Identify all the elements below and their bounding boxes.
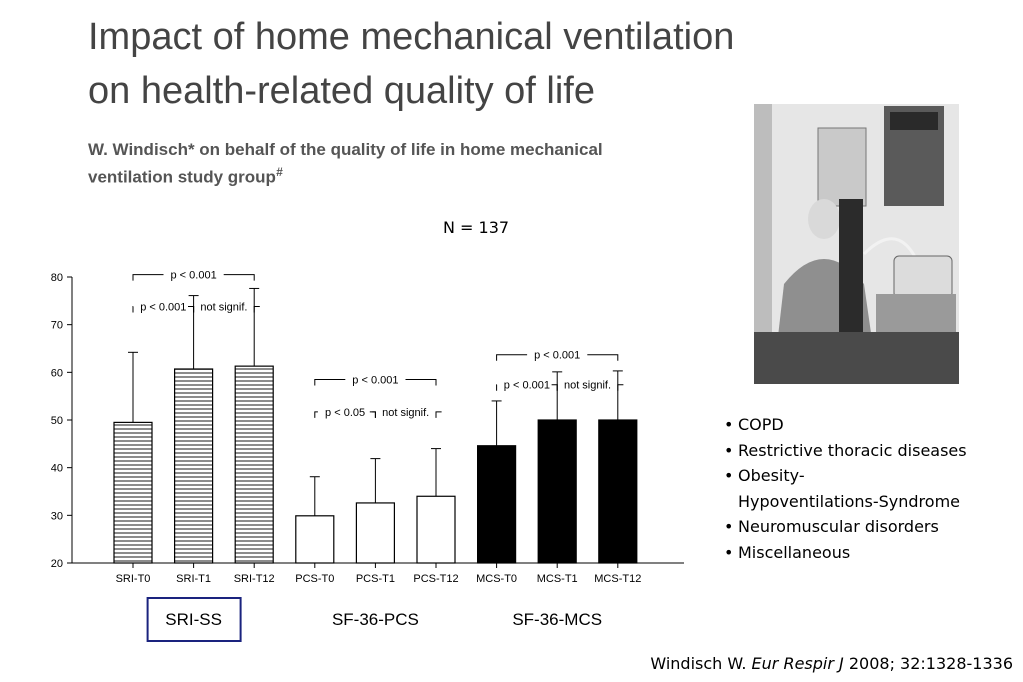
x-tick-label: PCS-T1 [356, 573, 395, 585]
title-line-2: on health-related quality of life [88, 70, 595, 112]
x-tick-label: PCS-T0 [295, 573, 334, 585]
bar [355, 502, 395, 564]
authors-line-1: W. Windisch* on behalf of the quality of… [88, 140, 603, 159]
list-item: COPD [724, 412, 967, 438]
x-tick-label: MCS-T0 [476, 573, 517, 585]
significance-label: p < 0.001 [140, 302, 186, 314]
citation-details: 2008; 32:1328-1336 [848, 654, 1013, 673]
patient-photo [754, 104, 959, 384]
significance-label: p < 0.001 [504, 380, 550, 392]
group-label: SF-36-PCS [332, 610, 419, 629]
y-tick-label: 60 [51, 367, 63, 379]
citation-author: Windisch W. [650, 654, 747, 673]
significance-bracket [369, 411, 442, 418]
significance-label: not signif. [200, 302, 247, 314]
group-label-box [146, 597, 242, 642]
list-item: Obesity- Hypoventilations-Syndrome [724, 463, 967, 514]
significance-label: p < 0.001 [352, 374, 398, 386]
y-tick-label: 80 [51, 272, 63, 284]
slide-title: Impact of home mechanical ventilation on… [88, 10, 848, 118]
sample-size-label: N = 137 [443, 218, 510, 237]
bar [416, 495, 456, 564]
bar [598, 419, 638, 564]
y-tick-label: 30 [51, 510, 63, 522]
significance-label: not signif. [382, 407, 429, 419]
bar [174, 368, 214, 564]
group-label: SRI-SS [165, 610, 222, 629]
x-tick-label: MCS-T1 [537, 573, 578, 585]
y-tick-label: 40 [51, 463, 63, 475]
significance-bracket [132, 274, 255, 281]
authors: W. Windisch* on behalf of the quality of… [88, 138, 738, 189]
bar [295, 515, 335, 564]
significance-bracket [314, 378, 437, 386]
y-tick-label: 50 [51, 415, 63, 427]
significance-label: p < 0.001 [534, 350, 580, 362]
group-label: SF-36-MCS [512, 610, 602, 629]
authors-line-2: ventilation study group [88, 167, 276, 187]
x-tick-label: MCS-T12 [594, 573, 641, 585]
diagnosis-list: COPD Restrictive thoracic diseases Obesi… [724, 412, 967, 566]
significance-label: p < 0.05 [325, 407, 365, 419]
bar [113, 421, 153, 564]
bar [537, 419, 577, 564]
significance-label: p < 0.001 [171, 270, 217, 282]
x-tick-label: SRI-T0 [116, 573, 151, 585]
bar [477, 445, 517, 564]
y-tick-label: 70 [51, 320, 63, 332]
x-tick-label: SRI-T1 [176, 573, 211, 585]
citation-journal: Eur Respir J [751, 654, 844, 673]
list-item: Miscellaneous [724, 540, 967, 566]
list-item: Restrictive thoracic diseases [724, 438, 967, 464]
significance-bracket [551, 384, 624, 391]
y-tick-label: 20 [51, 558, 63, 570]
bar [234, 365, 274, 564]
citation: Windisch W. Eur Respir J 2008; 32:1328-1… [650, 654, 1013, 673]
x-tick-label: SRI-T12 [234, 573, 275, 585]
x-tick-label: PCS-T12 [413, 573, 458, 585]
title-line-1: Impact of home mechanical ventilation [88, 16, 735, 58]
significance-label: not signif. [564, 380, 611, 392]
authors-footnote-mark: # [275, 165, 283, 179]
significance-bracket [496, 354, 619, 361]
significance-bracket [188, 306, 260, 313]
list-item: Neuromuscular disorders [724, 514, 967, 540]
